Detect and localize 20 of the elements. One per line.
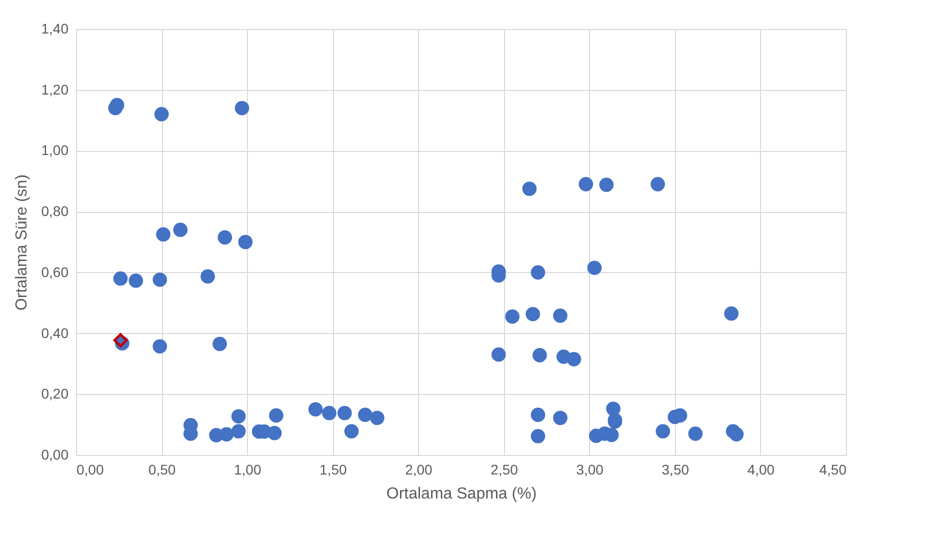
x-tick-label: 3,00 bbox=[576, 462, 604, 478]
x-tick-label: 3,50 bbox=[662, 462, 690, 478]
y-tick-label: 0,60 bbox=[41, 264, 69, 280]
x-tick-label: 2,00 bbox=[405, 462, 433, 478]
x-tick-label: 0,00 bbox=[76, 462, 104, 478]
x-tick-label: 0,50 bbox=[148, 462, 176, 478]
x-tick-label: 1,00 bbox=[234, 462, 262, 478]
x-tick-label: 1,50 bbox=[320, 462, 348, 478]
y-tick-label: 1,20 bbox=[41, 81, 69, 98]
y-tick-label: 1,40 bbox=[41, 20, 69, 36]
y-tick-label: 1,00 bbox=[41, 142, 69, 158]
y-tick-label: 0,40 bbox=[41, 324, 69, 341]
x-tick-label: 4,00 bbox=[747, 462, 775, 478]
x-axis-title: Ortalama Sapma (%) bbox=[386, 486, 537, 502]
y-tick-label: 0,80 bbox=[41, 203, 69, 220]
y-axis-title: Ortalama Süre (sn) bbox=[13, 174, 30, 311]
x-tick-label: 4,50 bbox=[819, 462, 847, 478]
x-tick-label: 2,50 bbox=[490, 462, 518, 478]
y-tick-label: 0,00 bbox=[41, 446, 69, 462]
y-tick-label: 0,20 bbox=[41, 386, 69, 402]
